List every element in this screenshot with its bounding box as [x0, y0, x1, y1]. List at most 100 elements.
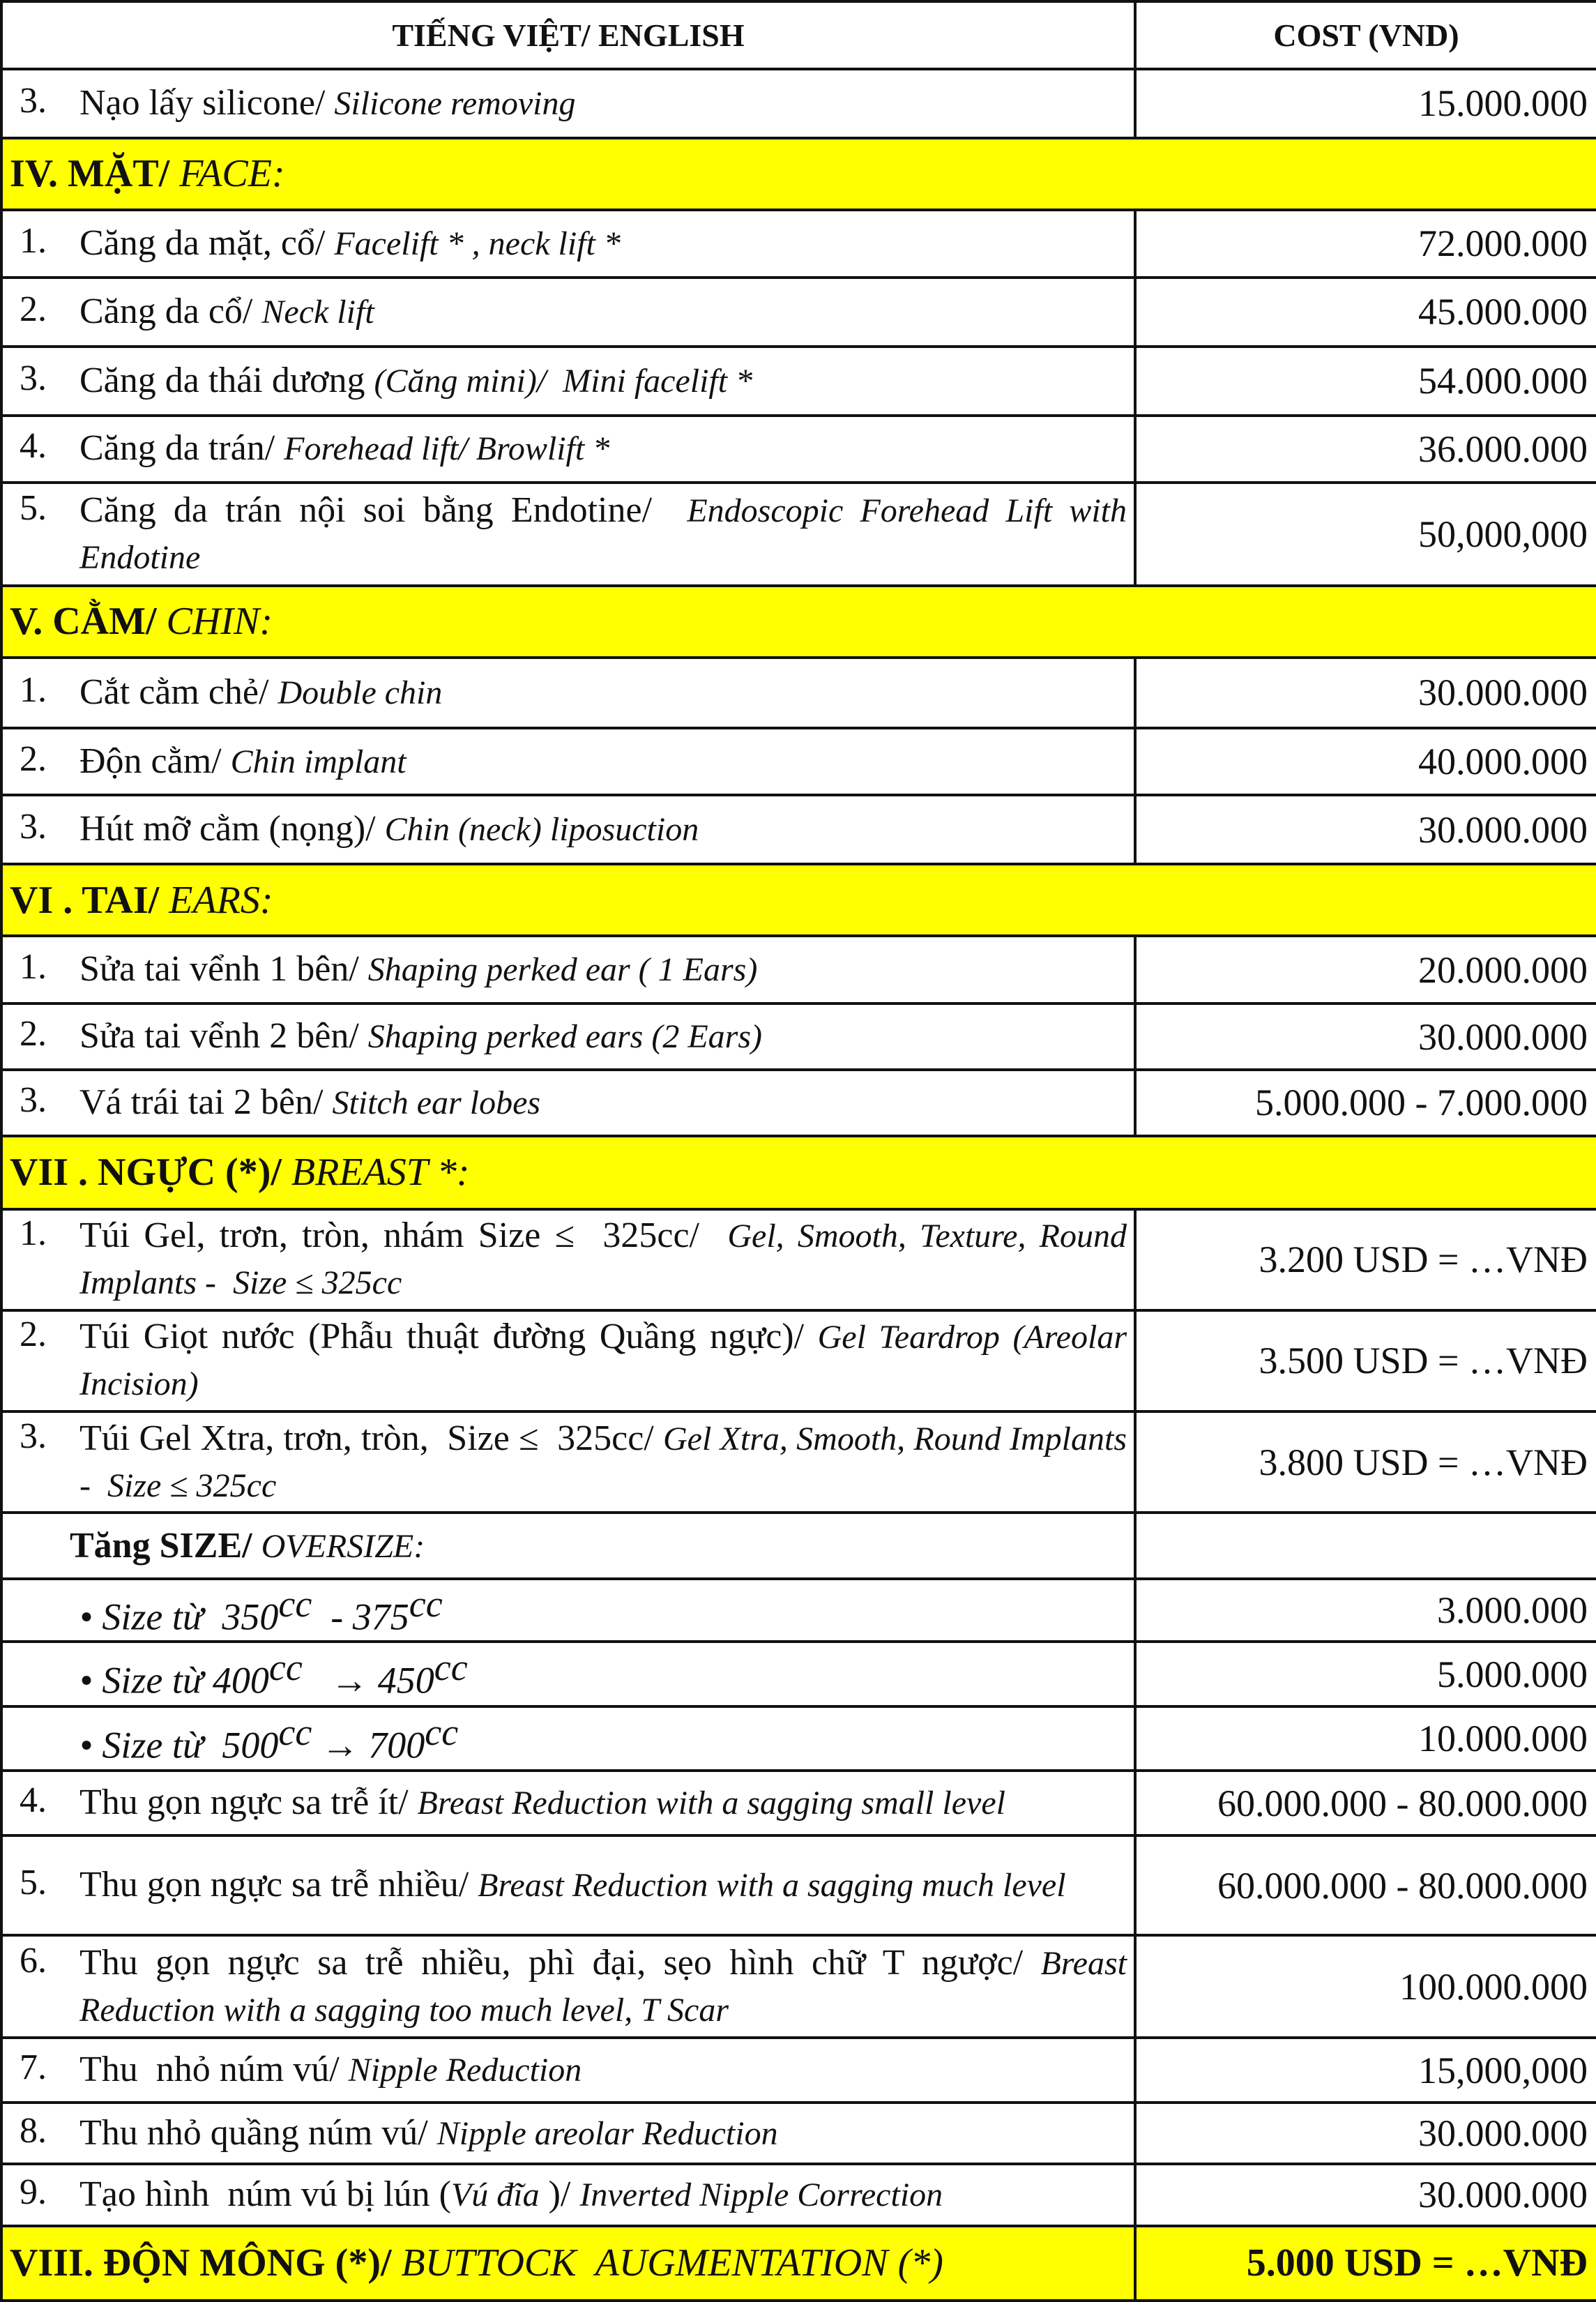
text-segment: Thu gọn ngực sa trễ nhiều, phì đại, sẹo … — [79, 1942, 1041, 1983]
cost: 3.800 USD = …VNĐ — [1134, 1410, 1596, 1515]
text-segment: Gel, Smooth, Texture, Round Implants - S… — [79, 1218, 1152, 1302]
text-segment: FACE: — [179, 152, 285, 196]
label-row: 2. Căng da cổ/ Neck lift — [10, 289, 1127, 335]
cost — [1134, 1511, 1596, 1580]
text-segment: EARS: — [169, 878, 273, 922]
item-label: 3. Vá trái tai 2 bên/ Stitch ear lobes — [0, 1068, 1137, 1137]
section-title: VIII. ĐỘN MÔNG (*)/ BUTTOCK AUGMENTATION… — [0, 2224, 1137, 2302]
cost: 10.000.000 — [1134, 1704, 1596, 1773]
item-label: 6. Thu gọn ngực sa trễ nhiều, phì đại, sẹ… — [0, 1934, 1137, 2040]
item-row: 2. Độn cằm/ Chin implant 40.000.000 — [0, 726, 1596, 797]
text-segment: Căng da trán/ — [79, 428, 284, 469]
label-row: 3. Nạo lấy silicone/ Silicone removing — [10, 80, 1127, 127]
cost: 60.000.000 - 80.000.000 — [1134, 1769, 1596, 1838]
item-label: 3. Túi Gel Xtra, trơn, tròn, Size ≤ 325cc… — [0, 1410, 1137, 1515]
text-segment: Vá trái tai 2 bên/ — [79, 1082, 333, 1122]
item-number: 2. — [20, 739, 47, 779]
item-label: 2. Căng da cổ/ Neck lift — [0, 275, 1137, 348]
section-row: IV. MẶT/ FACE: — [0, 136, 1596, 211]
section-title: VII . NGỰC (*)/ BREAST *: — [0, 1134, 1596, 1211]
item-text: Thu nhỏ quầng núm vú/ Nipple areolar Red… — [79, 2110, 1127, 2157]
text-segment: Stitch ear lobes — [332, 1084, 541, 1121]
text-segment: - 375 — [312, 1596, 409, 1638]
item-number: 5. — [20, 1863, 47, 1903]
cost: 100.000.000 — [1134, 1934, 1596, 2040]
text-segment: IV. MẶT/ — [10, 152, 180, 196]
label-row: 9. Tạo hình núm vú bị lún (Vú đĩa )/ Inve… — [10, 2172, 1127, 2218]
cost: 36.000.000 — [1134, 414, 1596, 485]
text-segment: Forehead lift/ Browlift * — [284, 430, 610, 468]
item-number: 3. — [20, 80, 47, 121]
item-text: Vá trái tai 2 bên/ Stitch ear lobes — [79, 1080, 1127, 1126]
label-row: 4. Căng da trán/ Forehead lift/ Browlift … — [10, 425, 1127, 472]
text-segment: → 700 — [312, 1724, 425, 1766]
text-segment: Căng da mặt, cổ/ — [79, 222, 335, 263]
cost: 60.000.000 - 80.000.000 — [1134, 1834, 1596, 1937]
item-text: Căng da trán nội soi bằng Endotine/ Endo… — [79, 487, 1127, 581]
text-segment: Thu gọn ngực sa trễ ít/ — [79, 1782, 418, 1823]
cost: 72.000.000 — [1134, 208, 1596, 279]
item-label: 3. Căng da thái dương (Căng mini)/ Mini f… — [0, 344, 1137, 417]
text-segment: cc — [278, 1582, 312, 1625]
cost: 30.000.000 — [1134, 794, 1596, 866]
item-row: Tăng SIZE/ OVERSIZE: — [0, 1511, 1596, 1580]
text-segment: Sửa tai vểnh 1 bên/ — [79, 949, 368, 990]
item-label: • Size từ 500cc → 700cc — [0, 1704, 1137, 1773]
item-number: 7. — [20, 2047, 47, 2088]
text-segment: • Size từ 350 — [79, 1596, 279, 1638]
text-segment: CHIN: — [166, 600, 273, 644]
text-segment: → 450 — [302, 1659, 434, 1702]
section-title: IV. MẶT/ FACE: — [0, 136, 1596, 211]
item-label: 1. Cắt cằm chẻ/ Double chin — [0, 656, 1137, 729]
text-segment: Gel Teardrop (Areolar Incision) — [79, 1319, 1136, 1403]
item-row: • Size từ 500cc → 700cc 10.000.000 — [0, 1704, 1596, 1773]
label-row: 1. Túi Gel, trơn, tròn, nhám Size ≤ 325cc… — [10, 1213, 1127, 1306]
item-text: Hút mỡ cằm (nọng)/ Chin (neck) liposucti… — [79, 806, 1127, 853]
item-text: Tạo hình núm vú bị lún (Vú đĩa )/ Invert… — [79, 2172, 1127, 2218]
item-row: 3. Túi Gel Xtra, trơn, tròn, Size ≤ 325cc… — [0, 1410, 1596, 1515]
item-label: • Size từ 400cc → 450cc — [0, 1640, 1137, 1708]
cost-value: 5.000 USD = …VNĐ — [1246, 2241, 1588, 2285]
cost: 30.000.000 — [1134, 2163, 1596, 2227]
item-label: 8. Thu nhỏ quầng núm vú/ Nipple areolar R… — [0, 2100, 1137, 2166]
label-row: 1. Cắt cằm chẻ/ Double chin — [10, 669, 1127, 716]
label-row: 1. Sửa tai vểnh 1 bên/ Shaping perked ear… — [10, 946, 1127, 993]
label-row: 3. Túi Gel Xtra, trơn, tròn, Size ≤ 325cc… — [10, 1416, 1127, 1509]
text-segment: Facelift * , neck lift * — [334, 225, 621, 262]
item-row: 3. Căng da thái dương (Căng mini)/ Mini f… — [0, 344, 1596, 417]
label-row: 2. Túi Giọt nước (Phẫu thuật đường Quầng … — [10, 1314, 1127, 1407]
text-segment: V. CẰM/ — [10, 600, 167, 644]
text-segment: (Căng mini)/ Mini facelift * — [374, 362, 753, 400]
item-row: 5. Căng da trán nội soi bằng Endotine/ En… — [0, 481, 1596, 587]
text-segment: cc — [278, 1711, 312, 1754]
item-label: 4. Thu gọn ngực sa trễ ít/ Breast Reducti… — [0, 1769, 1137, 1838]
item-row: 1. Cắt cằm chẻ/ Double chin 30.000.000 — [0, 656, 1596, 729]
text-segment: Shaping perked ear ( 1 Ears) — [367, 951, 758, 989]
label-row: 3. Vá trái tai 2 bên/ Stitch ear lobes — [10, 1080, 1127, 1126]
label-row: 4. Thu gọn ngực sa trễ ít/ Breast Reducti… — [10, 1780, 1127, 1826]
text-segment: Breast Reduction with a sagging much lev… — [478, 1867, 1066, 1905]
item-number: 8. — [20, 2110, 47, 2151]
section-row: VI . TAI/ EARS: — [0, 863, 1596, 938]
text-segment: )/ — [539, 2174, 580, 2214]
cost: 30.000.000 — [1134, 1002, 1596, 1071]
item-number: 1. — [20, 220, 47, 261]
text-segment: Căng da trán nội soi bằng Endotine/ — [79, 490, 687, 530]
item-row: 8. Thu nhỏ quầng núm vú/ Nipple areolar R… — [0, 2100, 1596, 2166]
item-text: Thu gọn ngực sa trễ ít/ Breast Reduction… — [79, 1780, 1127, 1826]
item-row: 2. Sửa tai vểnh 2 bên/ Shaping perked ear… — [0, 1002, 1596, 1071]
item-row: 3. Vá trái tai 2 bên/ Stitch ear lobes 5.0… — [0, 1068, 1596, 1137]
item-number: 3. — [20, 1080, 47, 1120]
item-row: 2. Túi Giọt nước (Phẫu thuật đường Quầng … — [0, 1308, 1596, 1414]
text-segment: cc — [425, 1711, 459, 1754]
item-label: 3. Nạo lấy silicone/ Silicone removing — [0, 68, 1137, 139]
item-label: Tăng SIZE/ OVERSIZE: — [0, 1511, 1137, 1580]
item-number: 6. — [20, 1940, 47, 1981]
text-segment: Nạo lấy silicone/ — [79, 82, 335, 123]
text-segment: Căng da thái dương — [79, 360, 374, 400]
item-number: 3. — [20, 807, 47, 847]
text-segment: Nipple Reduction — [348, 2052, 582, 2089]
text-segment: Tăng SIZE/ — [70, 1526, 261, 1566]
item-label: 3. Hút mỡ cằm (nọng)/ Chin (neck) liposuc… — [0, 794, 1137, 866]
